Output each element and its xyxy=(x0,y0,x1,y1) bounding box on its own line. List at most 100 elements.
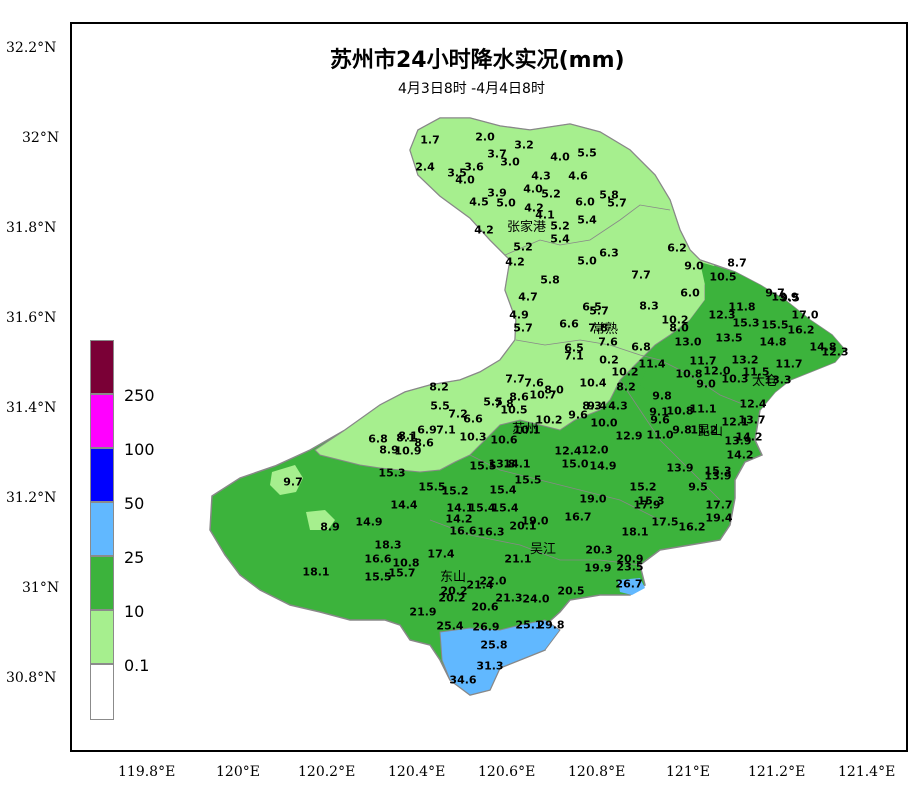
station-value: 6.8 xyxy=(631,341,651,354)
station-value: 6.2 xyxy=(667,242,687,255)
station-value: 10.9 xyxy=(394,445,421,458)
station-value: 15.5 xyxy=(469,460,496,473)
station-value: 26.9 xyxy=(472,621,499,634)
station-value: 19.4 xyxy=(705,512,732,525)
station-value: 31.3 xyxy=(476,660,503,673)
station-value: 7.1 xyxy=(564,350,584,363)
station-value: 20.5 xyxy=(557,585,584,598)
station-value: 2.4 xyxy=(415,161,435,174)
station-value: 1.7 xyxy=(420,134,440,147)
legend-swatch xyxy=(90,448,114,502)
station-value: 7.7 xyxy=(631,269,651,282)
station-value: 15.3 xyxy=(732,317,759,330)
lon-label: 121.4°E xyxy=(838,764,895,780)
legend-swatch xyxy=(90,394,114,448)
station-value: 7.8 xyxy=(588,322,608,335)
station-value: 5.4 xyxy=(577,214,597,227)
station-value: 14.4 xyxy=(390,499,417,512)
station-value: 15.4 xyxy=(491,502,518,515)
station-value: 12.4 xyxy=(554,445,581,458)
legend-label: 0.1 xyxy=(124,656,149,675)
station-value: 5.0 xyxy=(577,255,597,268)
station-value: 6.0 xyxy=(575,196,595,209)
station-value: 10.2 xyxy=(611,366,638,379)
station-value: 21.9 xyxy=(409,606,436,619)
station-value: 10.4 xyxy=(579,377,606,390)
station-value: 4.3 xyxy=(531,170,551,183)
station-value: 9.6 xyxy=(650,414,670,427)
station-value: 15.0 xyxy=(561,458,588,471)
station-value: 13.9 xyxy=(704,470,731,483)
station-value: 8.3 xyxy=(639,300,659,313)
legend-label: 100 xyxy=(124,440,155,459)
station-value: 7.2 xyxy=(448,408,468,421)
lon-label: 120.6°E xyxy=(478,764,535,780)
station-value: 5.7 xyxy=(589,305,609,318)
station-value: 4.7 xyxy=(518,291,538,304)
station-value: 25.8 xyxy=(480,639,507,652)
station-value: 5.7 xyxy=(607,197,627,210)
station-value: 20.3 xyxy=(585,544,612,557)
station-value: 5.5 xyxy=(430,400,450,413)
station-value: 3.0 xyxy=(500,156,520,169)
city-label: 东山 xyxy=(440,566,466,585)
station-value: 14.1 xyxy=(503,458,530,471)
station-value: 18.1 xyxy=(621,526,648,539)
lat-label: 31.6°N xyxy=(6,310,56,326)
station-value: 4.5 xyxy=(469,196,489,209)
lon-label: 120.8°E xyxy=(568,764,625,780)
station-value: 9.4 xyxy=(587,400,607,413)
station-value: 3.2 xyxy=(514,139,534,152)
station-value: 14.8 xyxy=(759,336,786,349)
station-value: 4.0 xyxy=(523,183,543,196)
station-value: 19.0 xyxy=(521,515,548,528)
station-value: 6.6 xyxy=(559,318,579,331)
station-value: 7.1 xyxy=(436,424,456,437)
station-value: 4.9 xyxy=(509,309,529,322)
station-value: 6.0 xyxy=(680,287,700,300)
station-value: 8.2 xyxy=(616,381,636,394)
station-value: 34.6 xyxy=(449,674,476,687)
station-value: 11.0 xyxy=(646,429,673,442)
station-value: 19.0 xyxy=(579,493,606,506)
station-value: 12.0 xyxy=(581,444,608,457)
map-title: 苏州市24小时降水实况(mm) xyxy=(330,42,625,74)
legend-label: 10 xyxy=(124,602,144,621)
station-value: 4.2 xyxy=(505,256,525,269)
lat-label: 32°N xyxy=(22,130,59,146)
station-value: 10.5 xyxy=(500,404,527,417)
map-subtitle: 4月3日8时 -4月4日8时 xyxy=(398,78,545,98)
station-value: 5.5 xyxy=(577,147,597,160)
station-value: 21.3 xyxy=(495,592,522,605)
lon-label: 121°E xyxy=(666,764,710,780)
station-value: 15.2 xyxy=(441,485,468,498)
station-value: 15.5 xyxy=(514,474,541,487)
station-value: 13.5 xyxy=(715,332,742,345)
station-value: 5.8 xyxy=(540,274,560,287)
station-value: 5.0 xyxy=(496,197,516,210)
station-value: 4.2 xyxy=(474,224,494,237)
legend-swatch xyxy=(90,340,114,394)
station-value: 12.4 xyxy=(739,398,766,411)
station-value: 6.9 xyxy=(417,424,437,437)
station-value: 14.2 xyxy=(735,431,762,444)
station-value: 15.4 xyxy=(489,484,516,497)
station-value: 16.6 xyxy=(364,553,391,566)
station-value: 7.7 xyxy=(505,373,525,386)
station-value: 29.8 xyxy=(537,619,564,632)
station-value: 22.0 xyxy=(479,575,506,588)
station-value: 9.0 xyxy=(684,260,704,273)
station-value: 5.2 xyxy=(541,188,561,201)
station-value: 2.0 xyxy=(475,131,495,144)
station-value: 6.3 xyxy=(599,247,619,260)
station-value: 14.2 xyxy=(726,449,753,462)
station-value: 17.7 xyxy=(705,499,732,512)
station-value: 16.3 xyxy=(477,526,504,539)
station-value: 3.6 xyxy=(464,161,484,174)
station-value: 8.0 xyxy=(669,322,689,335)
station-value: 8.7 xyxy=(727,257,747,270)
station-value: 9.8 xyxy=(652,390,672,403)
station-value: 25.4 xyxy=(436,620,463,633)
legend-swatch xyxy=(90,664,114,720)
station-value: 21.1 xyxy=(504,553,531,566)
